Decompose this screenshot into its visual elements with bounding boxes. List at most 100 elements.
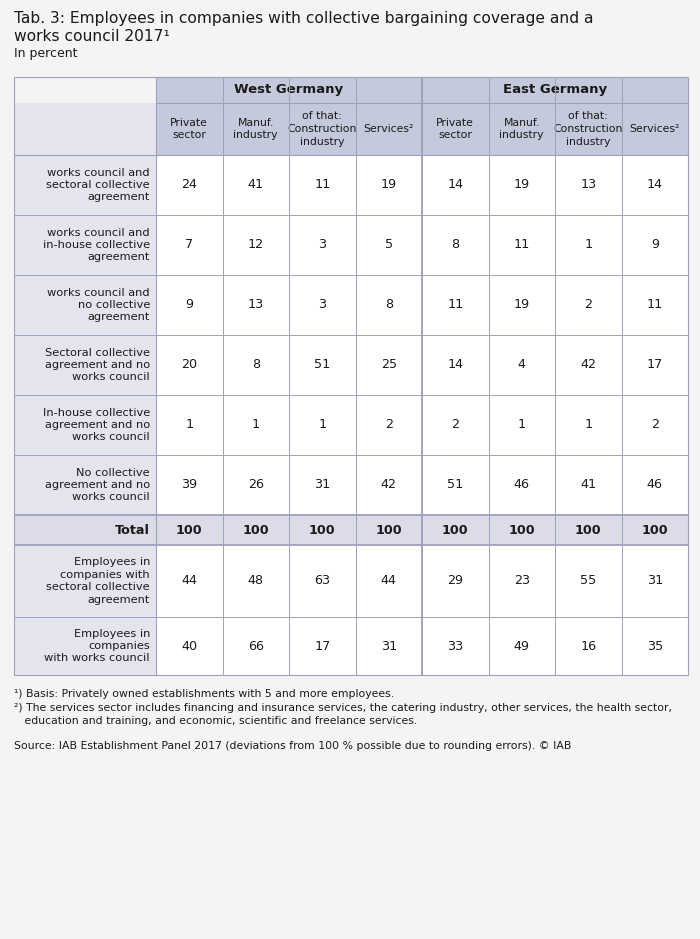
Text: 24: 24 <box>181 178 197 192</box>
Text: Sectoral collective
agreement and no
works council: Sectoral collective agreement and no wor… <box>45 347 150 382</box>
Bar <box>156 155 688 215</box>
Text: 31: 31 <box>381 639 397 653</box>
Text: 2: 2 <box>452 419 459 432</box>
Text: 11: 11 <box>314 178 330 192</box>
Text: 1: 1 <box>518 419 526 432</box>
Text: 14: 14 <box>647 178 663 192</box>
Text: 48: 48 <box>248 575 264 588</box>
Text: 14: 14 <box>447 359 463 372</box>
Text: 11: 11 <box>514 239 530 252</box>
Text: 33: 33 <box>447 639 463 653</box>
Text: Services²: Services² <box>363 124 414 134</box>
Text: No collective
agreement and no
works council: No collective agreement and no works cou… <box>45 468 150 502</box>
Text: works council 2017¹: works council 2017¹ <box>14 29 169 44</box>
Text: 1: 1 <box>584 419 592 432</box>
Text: 11: 11 <box>447 299 463 312</box>
Text: 100: 100 <box>641 524 668 536</box>
Text: Employees in
companies
with works council: Employees in companies with works counci… <box>45 628 150 663</box>
Text: ²) The services sector includes financing and insurance services, the catering i: ²) The services sector includes financin… <box>14 703 672 713</box>
Text: 7: 7 <box>186 239 193 252</box>
Bar <box>14 515 688 545</box>
Text: works council and
in-house collective
agreement: works council and in-house collective ag… <box>43 227 150 262</box>
Text: Manuf.
industry: Manuf. industry <box>234 117 278 141</box>
Text: 14: 14 <box>447 178 463 192</box>
Text: 1: 1 <box>584 239 592 252</box>
Text: 49: 49 <box>514 639 530 653</box>
Bar <box>156 77 422 103</box>
Bar <box>156 617 688 675</box>
Text: 13: 13 <box>580 178 596 192</box>
Text: East Germany: East Germany <box>503 84 607 97</box>
Text: 19: 19 <box>514 178 530 192</box>
Text: 9: 9 <box>186 299 193 312</box>
Text: West Germany: West Germany <box>234 84 344 97</box>
Text: 41: 41 <box>248 178 264 192</box>
Text: works council and
sectoral collective
agreement: works council and sectoral collective ag… <box>46 167 150 203</box>
Text: 9: 9 <box>651 239 659 252</box>
Text: 42: 42 <box>580 359 596 372</box>
Text: 31: 31 <box>314 479 330 491</box>
Text: 41: 41 <box>580 479 596 491</box>
Text: 31: 31 <box>647 575 663 588</box>
Text: 35: 35 <box>647 639 663 653</box>
Text: 100: 100 <box>242 524 269 536</box>
Text: 17: 17 <box>647 359 663 372</box>
Text: ¹) Basis: Privately owned establishments with 5 and more employees.: ¹) Basis: Privately owned establishments… <box>14 689 394 699</box>
Text: education and training, and economic, scientific and freelance services.: education and training, and economic, sc… <box>14 716 417 726</box>
Text: Tab. 3: Employees in companies with collective bargaining coverage and a: Tab. 3: Employees in companies with coll… <box>14 11 594 26</box>
Text: 23: 23 <box>514 575 530 588</box>
Bar <box>156 215 688 275</box>
Text: 13: 13 <box>248 299 264 312</box>
Text: 16: 16 <box>580 639 596 653</box>
Text: 100: 100 <box>375 524 402 536</box>
Bar <box>14 617 156 675</box>
Text: 19: 19 <box>381 178 397 192</box>
Text: 20: 20 <box>181 359 197 372</box>
Text: Total: Total <box>115 524 150 536</box>
Bar <box>156 545 688 617</box>
Text: 66: 66 <box>248 639 264 653</box>
Text: 5: 5 <box>385 239 393 252</box>
Text: 100: 100 <box>575 524 601 536</box>
Text: 44: 44 <box>381 575 397 588</box>
Text: 63: 63 <box>314 575 330 588</box>
Text: 46: 46 <box>514 479 530 491</box>
Text: 39: 39 <box>181 479 197 491</box>
Bar <box>156 455 688 515</box>
Bar <box>156 103 688 155</box>
Text: of that:
Construction
industry: of that: Construction industry <box>288 111 357 146</box>
Text: works council and
no collective
agreement: works council and no collective agreemen… <box>48 287 150 322</box>
Text: 1: 1 <box>252 419 260 432</box>
Text: 51: 51 <box>314 359 330 372</box>
Text: 51: 51 <box>447 479 463 491</box>
Text: Source: IAB Establishment Panel 2017 (deviations from 100 % possible due to roun: Source: IAB Establishment Panel 2017 (de… <box>14 741 571 751</box>
Bar <box>14 545 156 617</box>
Text: 29: 29 <box>447 575 463 588</box>
Text: 3: 3 <box>318 299 326 312</box>
Text: 4: 4 <box>518 359 526 372</box>
Bar <box>422 77 688 103</box>
Text: 55: 55 <box>580 575 596 588</box>
Text: In-house collective
agreement and no
works council: In-house collective agreement and no wor… <box>43 408 150 442</box>
Text: 100: 100 <box>176 524 202 536</box>
Bar <box>156 335 688 395</box>
Bar <box>156 395 688 455</box>
Text: 40: 40 <box>181 639 197 653</box>
Text: 25: 25 <box>381 359 397 372</box>
Text: 8: 8 <box>385 299 393 312</box>
Text: Private
sector: Private sector <box>436 117 474 141</box>
Text: Services²: Services² <box>629 124 680 134</box>
Text: 26: 26 <box>248 479 264 491</box>
Text: 46: 46 <box>647 479 663 491</box>
Text: In percent: In percent <box>14 47 78 60</box>
Text: 100: 100 <box>442 524 468 536</box>
Text: 3: 3 <box>318 239 326 252</box>
Text: 11: 11 <box>647 299 663 312</box>
Text: Private
sector: Private sector <box>170 117 208 141</box>
Text: 2: 2 <box>584 299 592 312</box>
Text: 44: 44 <box>181 575 197 588</box>
Text: 19: 19 <box>514 299 530 312</box>
Text: 42: 42 <box>381 479 397 491</box>
Text: 1: 1 <box>318 419 326 432</box>
Text: 8: 8 <box>252 359 260 372</box>
